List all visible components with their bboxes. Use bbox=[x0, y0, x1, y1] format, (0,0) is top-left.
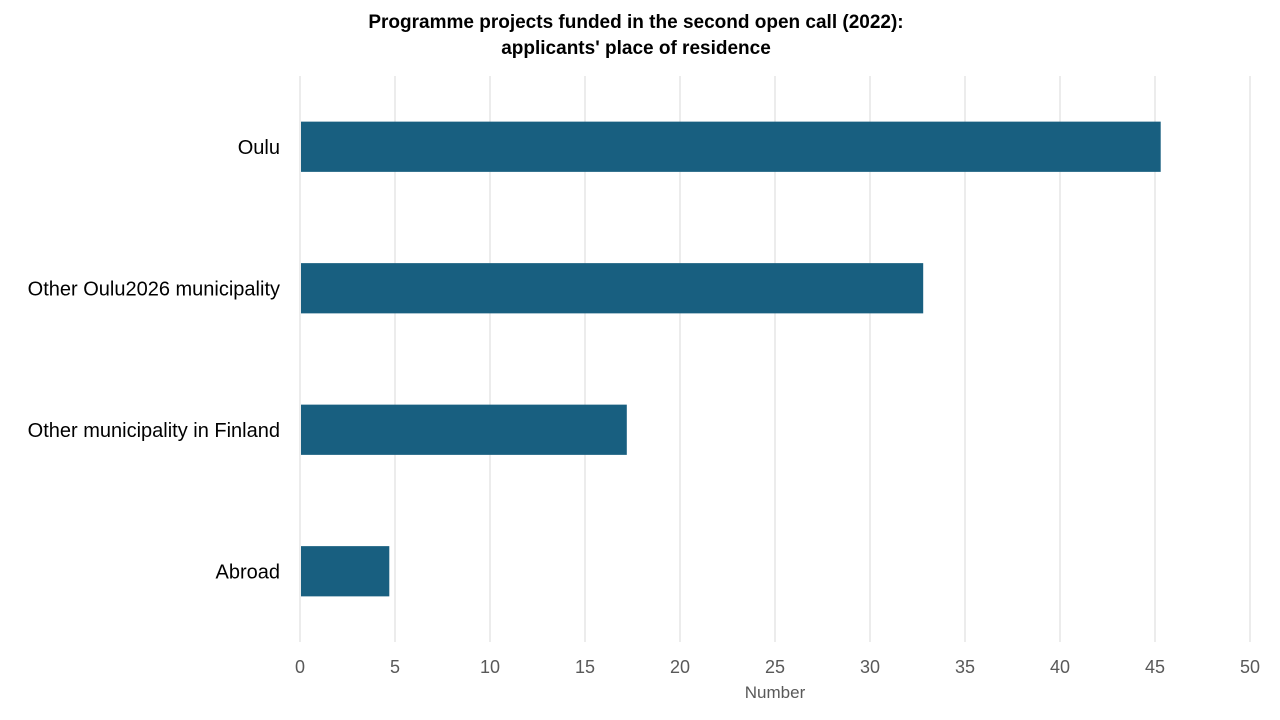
category-label: Other Oulu2026 municipality bbox=[28, 278, 280, 300]
x-axis-title: Number bbox=[745, 683, 806, 702]
x-tick-label: 10 bbox=[480, 657, 500, 677]
x-tick-label: 0 bbox=[295, 657, 305, 677]
x-tick-label: 35 bbox=[955, 657, 975, 677]
chart-title-line-1: Programme projects funded in the second … bbox=[368, 12, 904, 33]
category-label: Other municipality in Finland bbox=[28, 420, 280, 442]
x-tick-label: 30 bbox=[860, 657, 880, 677]
bar-abroad bbox=[301, 546, 390, 597]
x-tick-label: 15 bbox=[575, 657, 595, 677]
x-tick-label: 40 bbox=[1050, 657, 1070, 677]
x-tick-label: 50 bbox=[1240, 657, 1260, 677]
chart-title-line-2: applicants' place of residence bbox=[501, 38, 771, 59]
bar-other-municipality-in-finland bbox=[301, 404, 627, 455]
category-label: Oulu bbox=[238, 137, 280, 159]
bars bbox=[301, 121, 1161, 597]
category-label: Abroad bbox=[216, 561, 281, 583]
x-tick-labels: 0 5 10 15 20 25 30 35 40 45 50 bbox=[295, 657, 1260, 677]
x-tick-label: 5 bbox=[390, 657, 400, 677]
chart-title: Programme projects funded in the second … bbox=[0, 10, 1272, 62]
bar-oulu bbox=[301, 121, 1161, 172]
category-labels: Oulu Other Oulu2026 municipality Other mun… bbox=[28, 137, 280, 584]
bar-other-oulu2026-municipality bbox=[301, 263, 924, 314]
x-tick-label: 25 bbox=[765, 657, 785, 677]
x-tick-label: 45 bbox=[1145, 657, 1165, 677]
x-tick-label: 20 bbox=[670, 657, 690, 677]
